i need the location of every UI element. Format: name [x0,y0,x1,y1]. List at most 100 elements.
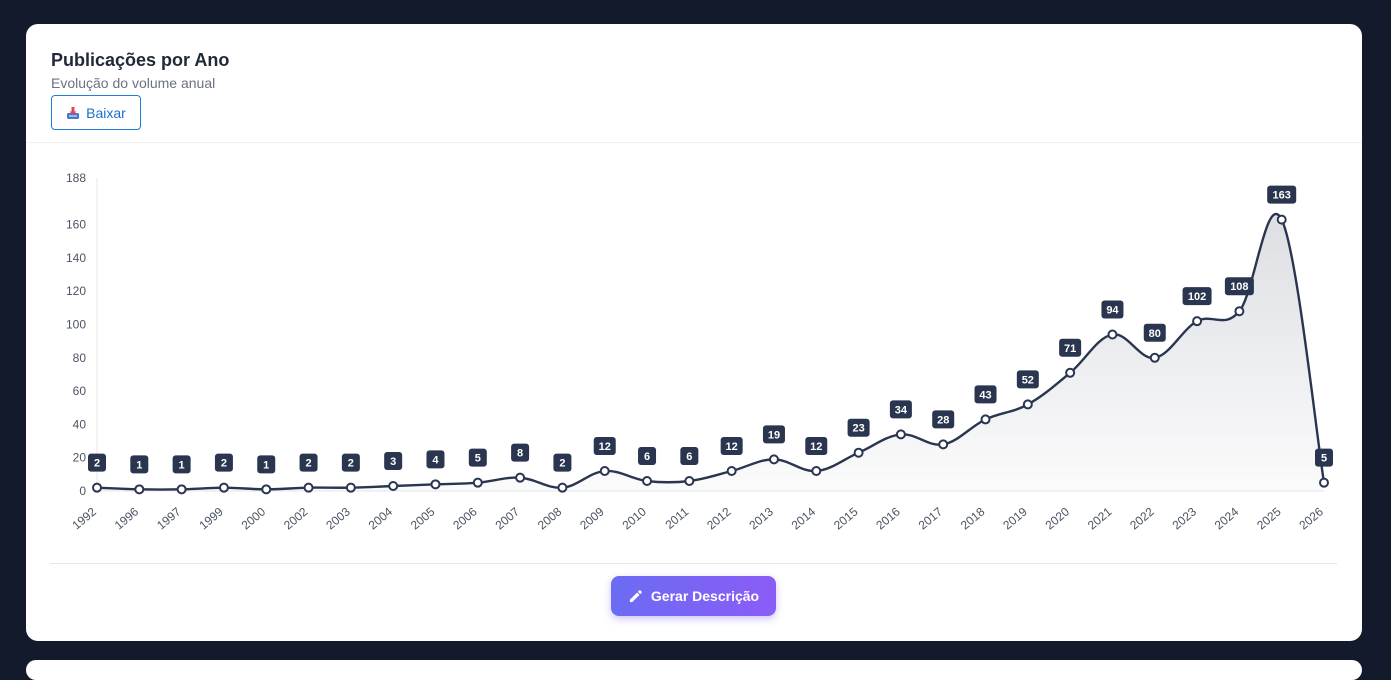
data-point [472,477,483,488]
data-point [895,429,906,440]
y-tick-label: 20 [73,451,87,465]
data-point [1022,399,1033,410]
data-label-box [553,453,572,472]
data-label: 2 [348,458,354,470]
data-label-box [1267,185,1297,204]
data-label: 23 [852,423,864,435]
data-label-box [889,400,912,419]
data-label: 5 [475,453,481,465]
data-label: 163 [1273,190,1291,202]
x-tick-label: 2000 [239,504,269,532]
y-tick-label: 80 [73,351,87,365]
pencil-icon [629,589,642,602]
data-label: 3 [390,456,396,468]
data-label: 94 [1106,305,1119,317]
data-label: 5 [1321,453,1327,465]
x-tick-label: 2002 [281,504,311,532]
y-tick-label: 60 [73,384,87,398]
y-tick-label: 140 [66,251,86,265]
data-label: 43 [979,389,991,401]
next-card [26,660,1362,680]
data-point [515,472,526,483]
card-header: Publicações por Ano Evolução do volume a… [51,24,1362,142]
data-label: 1 [179,459,185,471]
data-label-box [130,455,149,474]
data-point [261,484,272,495]
data-label-box [638,447,657,466]
data-point [1276,214,1287,225]
data-label-box [341,453,360,472]
data-point [430,479,441,490]
data-point [768,454,779,465]
data-label-box [468,448,487,467]
data-point [684,476,695,487]
y-tick-label: 40 [73,417,87,431]
y-tick-label: 100 [66,318,86,332]
data-label-box [680,447,699,466]
x-tick-label: 2013 [746,504,776,532]
data-label: 80 [1149,328,1161,340]
data-point [1192,316,1203,327]
data-label-box [1182,287,1212,306]
data-point [176,484,187,495]
data-label-box [214,453,233,472]
data-label: 4 [432,454,439,466]
y-tick-label: 120 [66,284,86,298]
x-tick-label: 2004 [366,504,396,532]
x-tick-label: 1996 [112,504,142,532]
chart-card: Publicações por Ano Evolução do volume a… [26,24,1362,641]
data-point [980,414,991,425]
x-tick-label: 2007 [493,504,523,532]
data-label: 1 [136,459,142,471]
data-label-box [172,455,191,474]
data-label-box [384,452,403,471]
data-label-box [762,425,785,444]
data-point [853,447,864,458]
generate-description-label: Gerar Descrição [650,588,760,604]
x-tick-label: 1997 [154,504,184,532]
data-point [1107,329,1118,340]
data-label-box [1315,448,1333,467]
x-tick-label: 2022 [1127,504,1157,532]
x-tick-label: 2026 [1296,504,1326,532]
y-tick-label: 0 [79,484,86,498]
data-label-box [257,455,276,474]
x-tick-label: 2025 [1254,504,1284,532]
x-tick-label: 2003 [323,504,353,532]
x-tick-label: 2006 [450,504,480,532]
x-tick-label: 2018 [958,504,988,532]
data-label-box [1143,323,1166,342]
data-point [726,466,737,477]
data-label: 2 [559,458,565,470]
data-label: 6 [644,451,650,463]
x-tick-label: 2011 [663,504,692,532]
x-tick-label: 2012 [704,504,734,532]
x-tick-label: 2023 [1170,504,1200,532]
data-label-box [426,450,445,469]
download-tray-icon [67,106,80,119]
generate-description-button[interactable]: Gerar Descrição [611,576,776,616]
data-label-box [1016,370,1039,389]
data-label-box [932,410,955,429]
data-label-box [88,453,106,472]
download-label: Baixar [86,104,126,121]
data-label-box [805,437,828,456]
data-label-box [1059,338,1082,357]
data-label: 12 [810,441,822,453]
x-tick-label: 2015 [831,504,861,532]
data-point [599,466,610,477]
series-area [97,213,1324,491]
data-label: 2 [221,458,227,470]
data-label: 8 [517,448,523,460]
data-point [1234,306,1245,317]
data-label: 108 [1230,281,1248,293]
data-label-box [720,437,743,456]
publications-line-chart: 0 20 40 60 80 100 120 140 160 188 1992 1996 1997 1999… [66,171,1333,532]
data-label-box [299,453,318,472]
footer-divider [50,563,1337,564]
data-point [345,482,356,493]
data-label: 34 [895,404,908,416]
data-label-box [1224,277,1254,296]
data-label: 2 [305,458,311,470]
download-button[interactable]: Baixar [51,95,141,130]
